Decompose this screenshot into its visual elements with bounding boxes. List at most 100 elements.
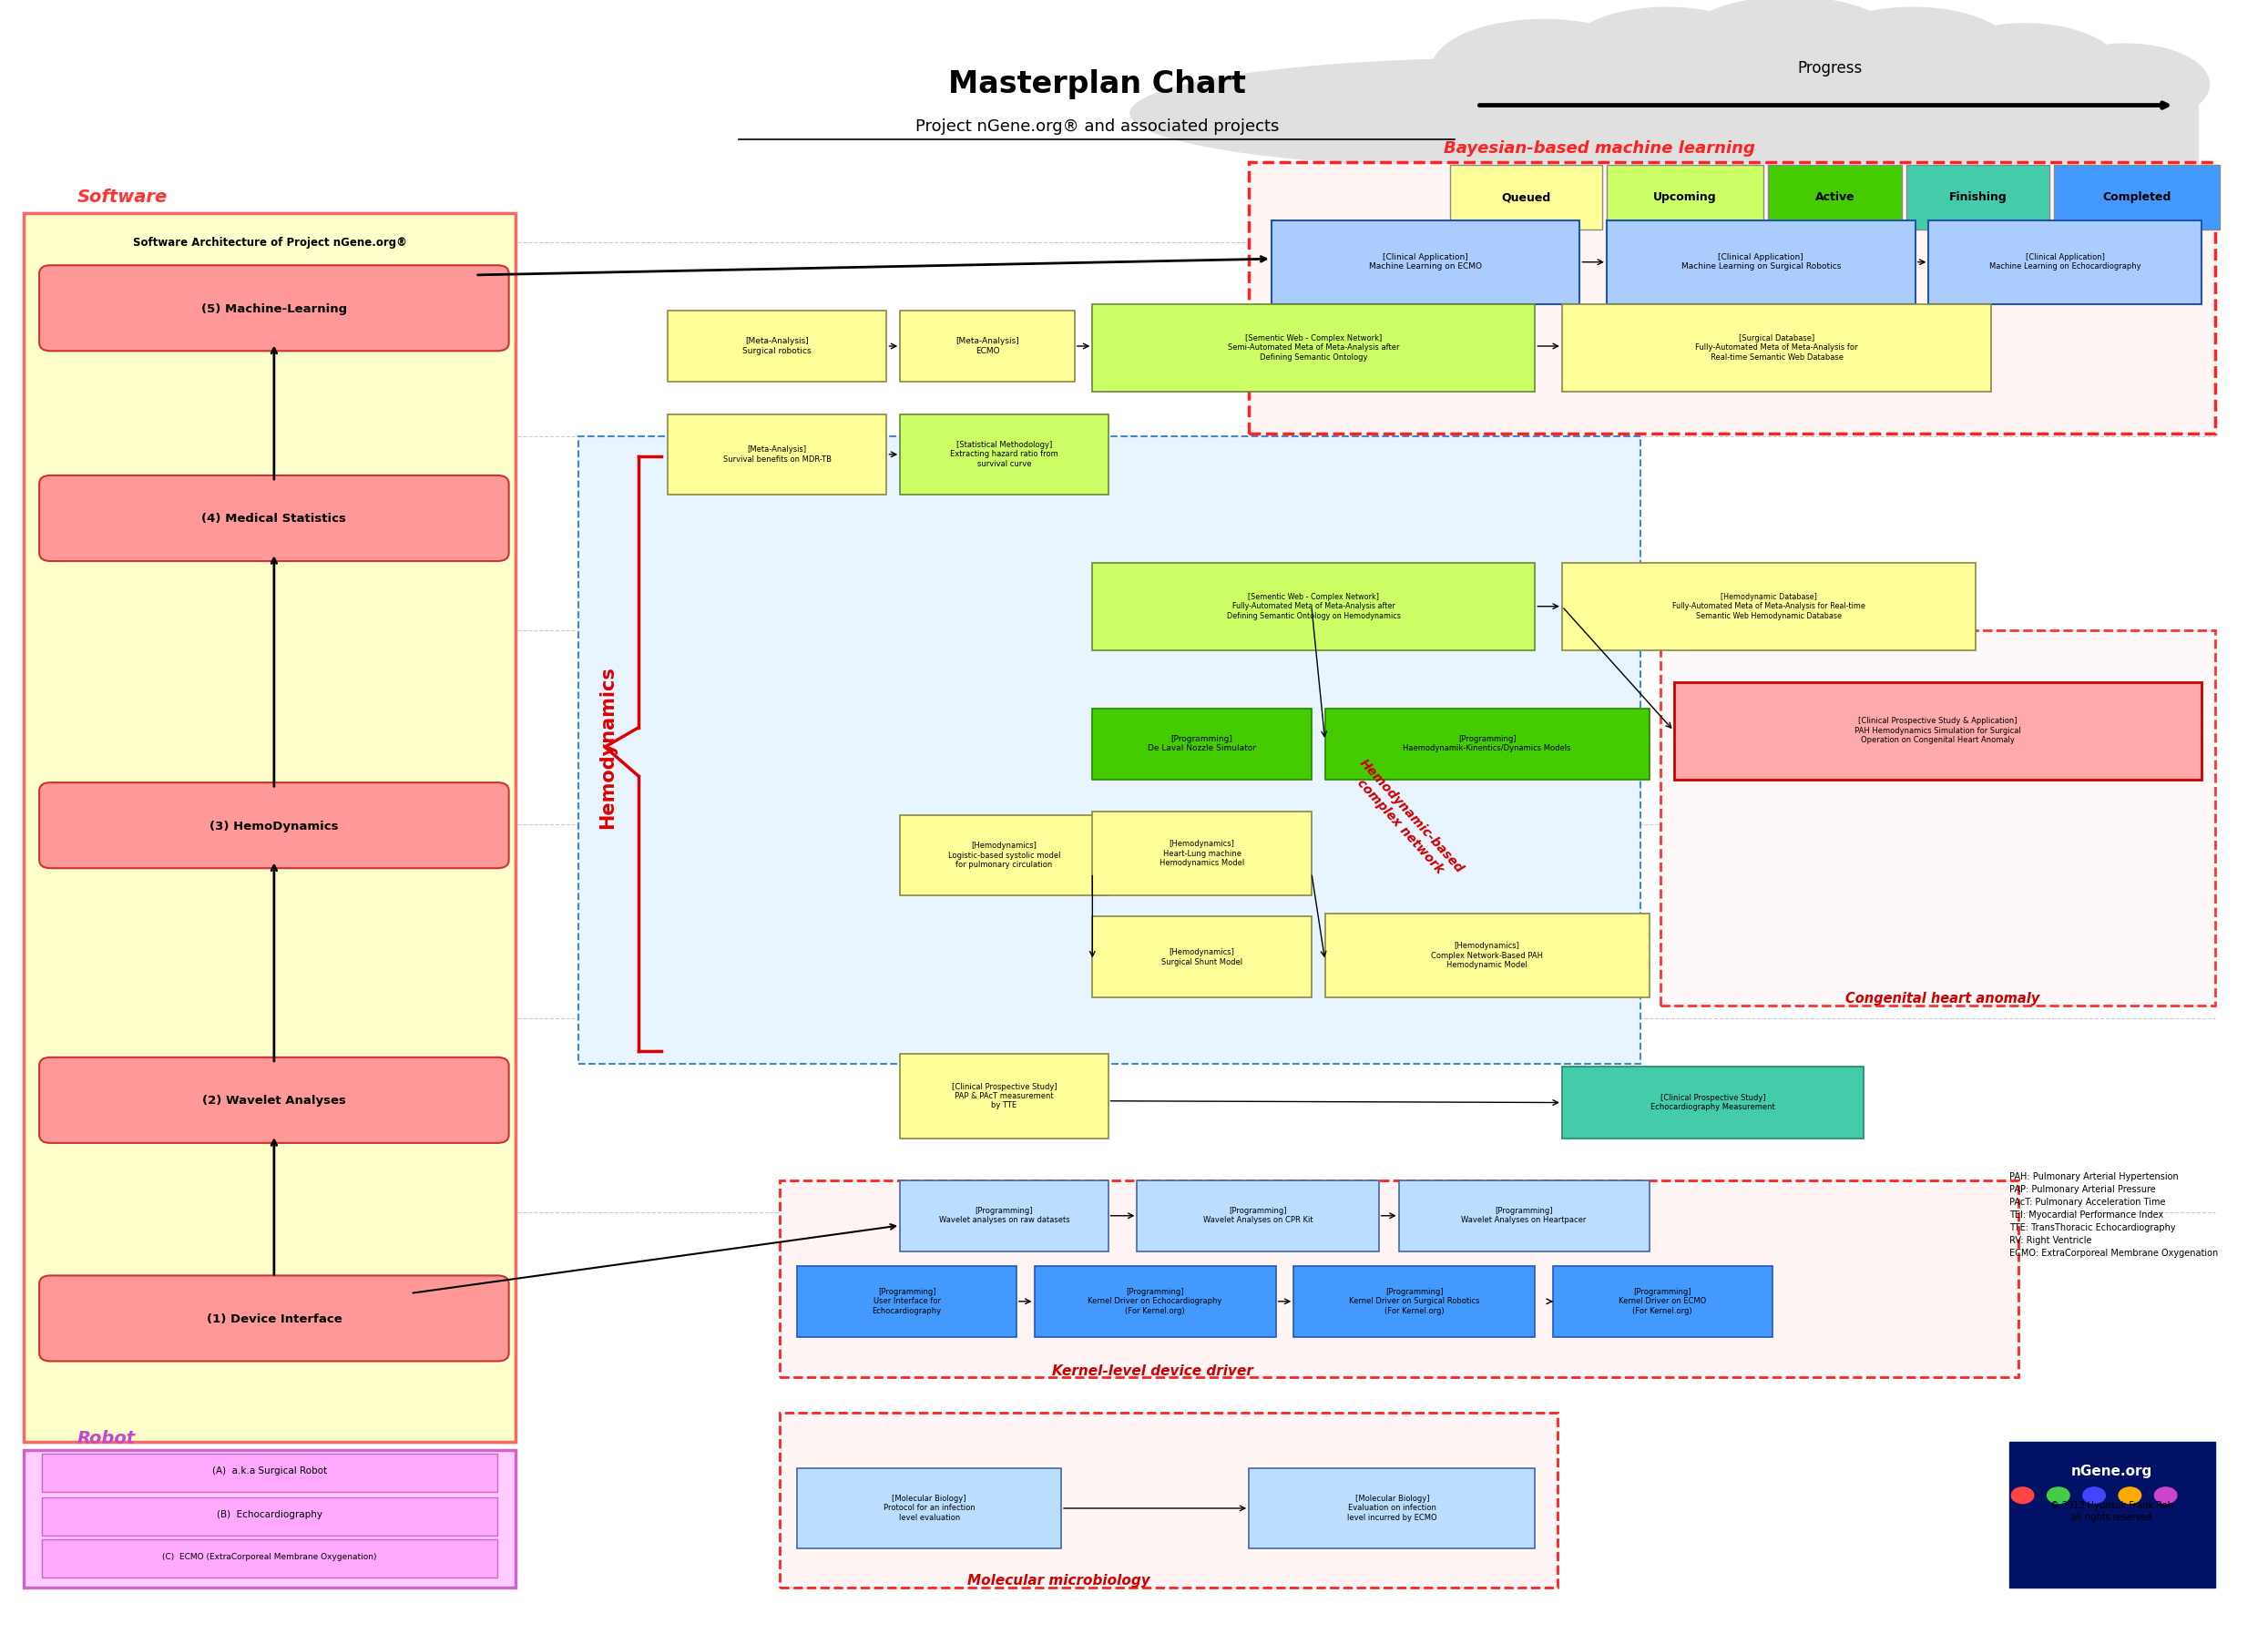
Text: (A)  a.k.a Surgical Robot: (A) a.k.a Surgical Robot bbox=[213, 1467, 327, 1476]
Text: [Programming]
Kernel Driver on ECMO
(For Kernel.org): [Programming] Kernel Driver on ECMO (For… bbox=[1619, 1288, 1706, 1315]
Text: (4) Medical Statistics: (4) Medical Statistics bbox=[202, 513, 347, 525]
Text: (C)  ECMO (ExtraCorporeal Membrane Oxygenation): (C) ECMO (ExtraCorporeal Membrane Oxygen… bbox=[163, 1552, 376, 1560]
Bar bbox=[1554, 1266, 1771, 1337]
FancyBboxPatch shape bbox=[39, 783, 508, 868]
Bar bbox=[1767, 165, 1903, 230]
Text: [Clinical Application]
Machine Learning on Echocardiography: [Clinical Application] Machine Learning … bbox=[1989, 253, 2141, 271]
Text: [Surgical Database]
Fully-Automated Meta of Meta-Analysis for
Real-time Semantic: [Surgical Database] Fully-Automated Meta… bbox=[1694, 333, 1857, 361]
Text: Finishing: Finishing bbox=[1948, 191, 2007, 203]
Bar bbox=[1928, 221, 2202, 304]
Bar bbox=[900, 1180, 1109, 1252]
Text: Hemodynamic-based
complex network: Hemodynamic-based complex network bbox=[1345, 757, 1465, 886]
Bar bbox=[1674, 683, 2202, 779]
Bar bbox=[2055, 165, 2220, 230]
Bar bbox=[23, 214, 515, 1441]
Text: (B)  Echocardiography: (B) Echocardiography bbox=[218, 1510, 322, 1520]
Bar bbox=[1093, 562, 1535, 650]
Bar bbox=[1325, 708, 1649, 779]
Text: [Statistical Methodology]
Extracting hazard ratio from
survival curve: [Statistical Methodology] Extracting haz… bbox=[950, 441, 1059, 467]
Bar bbox=[1399, 1180, 1649, 1252]
Circle shape bbox=[2048, 1487, 2068, 1503]
Text: [Meta-Analysis]
Surgical robotics: [Meta-Analysis] Surgical robotics bbox=[742, 337, 812, 355]
Text: Upcoming: Upcoming bbox=[1653, 191, 1717, 203]
Bar bbox=[1606, 221, 1914, 304]
Text: [Hemodynamics]
Complex Network-Based PAH
Hemodynamic Model: [Hemodynamics] Complex Network-Based PAH… bbox=[1431, 941, 1542, 969]
Text: Kernel-level device driver: Kernel-level device driver bbox=[1052, 1364, 1254, 1377]
Bar bbox=[1250, 1467, 1535, 1549]
Ellipse shape bbox=[1433, 20, 1656, 116]
Text: PAH: Pulmonary Arterial Hypertension
PAP: Pulmonary Arterial Pressure
PAcT: Pulm: PAH: Pulmonary Arterial Hypertension PAP… bbox=[2009, 1172, 2218, 1258]
Circle shape bbox=[2082, 1487, 2105, 1503]
Text: (1) Device Interface: (1) Device Interface bbox=[206, 1314, 342, 1325]
Text: [Clinical Application]
Machine Learning on ECMO: [Clinical Application] Machine Learning … bbox=[1370, 253, 1481, 271]
Text: [Meta-Analysis]
Survival benefits on MDR-TB: [Meta-Analysis] Survival benefits on MDR… bbox=[723, 446, 832, 462]
Bar bbox=[900, 1054, 1109, 1139]
Text: Completed: Completed bbox=[2102, 191, 2170, 203]
Bar bbox=[1449, 165, 1601, 230]
Text: Molecular microbiology: Molecular microbiology bbox=[966, 1574, 1150, 1588]
Text: Bayesian-based machine learning: Bayesian-based machine learning bbox=[1442, 141, 1755, 157]
Text: (5) Machine-Learning: (5) Machine-Learning bbox=[202, 302, 347, 315]
Bar bbox=[1606, 165, 1762, 230]
FancyBboxPatch shape bbox=[39, 475, 508, 560]
Text: Congenital heart anomaly: Congenital heart anomaly bbox=[1844, 992, 2039, 1007]
Bar bbox=[1093, 917, 1311, 997]
Text: Robot: Robot bbox=[77, 1430, 136, 1448]
Bar bbox=[900, 413, 1109, 495]
Bar bbox=[798, 1266, 1016, 1337]
FancyBboxPatch shape bbox=[39, 1057, 508, 1142]
Text: [Sementic Web - Complex Network]
Semi-Automated Meta of Meta-Analysis after
Defi: [Sementic Web - Complex Network] Semi-Au… bbox=[1227, 333, 1399, 361]
Text: [Programming]
Wavelet analyses on raw datasets: [Programming] Wavelet analyses on raw da… bbox=[939, 1208, 1070, 1224]
Ellipse shape bbox=[2041, 44, 2209, 124]
Text: [Clinical Prospective Study]
PAP & PAcT measurement
by TTE: [Clinical Prospective Study] PAP & PAcT … bbox=[953, 1083, 1057, 1109]
Bar bbox=[23, 1449, 515, 1588]
Bar bbox=[780, 1180, 2019, 1377]
Text: [Programming]
Kernel Driver on Surgical Robotics
(For Kernel.org): [Programming] Kernel Driver on Surgical … bbox=[1349, 1288, 1479, 1315]
Bar bbox=[1325, 913, 1649, 997]
Bar bbox=[900, 815, 1109, 895]
Bar bbox=[41, 1497, 497, 1536]
Ellipse shape bbox=[1930, 23, 2121, 113]
Text: [Hemodynamics]
Heart-Lung machine
Hemodynamics Model: [Hemodynamics] Heart-Lung machine Hemody… bbox=[1159, 840, 1245, 868]
Text: Progress: Progress bbox=[1799, 60, 1862, 77]
Text: [Clinical Prospective Study & Application]
PAH Hemodynamics Simulation for Surgi: [Clinical Prospective Study & Applicatio… bbox=[1855, 717, 2021, 745]
Bar bbox=[1034, 1266, 1277, 1337]
Text: [Programming]
De Laval Nozzle Simulator: [Programming] De Laval Nozzle Simulator bbox=[1148, 735, 1256, 753]
Text: Queued: Queued bbox=[1501, 191, 1551, 203]
Bar bbox=[1660, 631, 2216, 1005]
Circle shape bbox=[2012, 1487, 2034, 1503]
Bar bbox=[1136, 1180, 1379, 1252]
Bar bbox=[1563, 304, 1991, 392]
Bar bbox=[900, 310, 1075, 382]
Text: Project nGene.org® and associated projects: Project nGene.org® and associated projec… bbox=[914, 118, 1279, 134]
Text: [Programming]
Kernel Driver on Echocardiography
(For Kernel.org): [Programming] Kernel Driver on Echocardi… bbox=[1089, 1288, 1222, 1315]
Bar bbox=[1093, 304, 1535, 392]
Circle shape bbox=[2118, 1487, 2141, 1503]
Bar bbox=[1250, 162, 2216, 433]
Text: [Meta-Analysis]
ECMO: [Meta-Analysis] ECMO bbox=[955, 337, 1018, 355]
Circle shape bbox=[2155, 1487, 2177, 1503]
Text: [Hemodynamics]
Logistic-based systolic model
for pulmonary circulation: [Hemodynamics] Logistic-based systolic m… bbox=[948, 842, 1061, 869]
Ellipse shape bbox=[1678, 0, 1903, 93]
Text: [Programming]
Haemodynamik-Kinentics/Dynamics Models: [Programming] Haemodynamik-Kinentics/Dyn… bbox=[1404, 735, 1572, 753]
FancyBboxPatch shape bbox=[39, 1276, 508, 1361]
FancyBboxPatch shape bbox=[39, 265, 508, 351]
Text: © 2013 Hyunsuk Frank Roh
all rights reserved: © 2013 Hyunsuk Frank Roh all rights rese… bbox=[2050, 1502, 2173, 1523]
Bar bbox=[2009, 1441, 2216, 1588]
Text: [Programming]
Wavelet Analyses on CPR Kit: [Programming] Wavelet Analyses on CPR Ki… bbox=[1202, 1208, 1313, 1224]
Bar bbox=[578, 436, 1640, 1064]
Ellipse shape bbox=[1567, 8, 1767, 96]
Text: [Hemodynamics]
Surgical Shunt Model: [Hemodynamics] Surgical Shunt Model bbox=[1161, 948, 1243, 966]
Bar bbox=[1093, 708, 1311, 779]
Text: [Sementic Web - Complex Network]
Fully-Automated Meta of Meta-Analysis after
Def: [Sementic Web - Complex Network] Fully-A… bbox=[1227, 593, 1402, 619]
Text: [Clinical Prospective Study]
Echocardiography Measurement: [Clinical Prospective Study] Echocardiog… bbox=[1651, 1093, 1776, 1111]
Text: [Programming]
User Interface for
Echocardiography: [Programming] User Interface for Echocar… bbox=[873, 1288, 941, 1315]
Ellipse shape bbox=[1399, 57, 1556, 131]
Bar bbox=[667, 310, 887, 382]
Text: (3) HemoDynamics: (3) HemoDynamics bbox=[209, 820, 338, 832]
Text: Masterplan Chart: Masterplan Chart bbox=[948, 69, 1245, 100]
Text: [Programming]
Wavelet Analyses on Heartpacer: [Programming] Wavelet Analyses on Heartp… bbox=[1461, 1208, 1588, 1224]
Bar bbox=[1563, 1067, 1864, 1139]
Text: (2) Wavelet Analyses: (2) Wavelet Analyses bbox=[202, 1095, 347, 1106]
Bar bbox=[1093, 812, 1311, 895]
